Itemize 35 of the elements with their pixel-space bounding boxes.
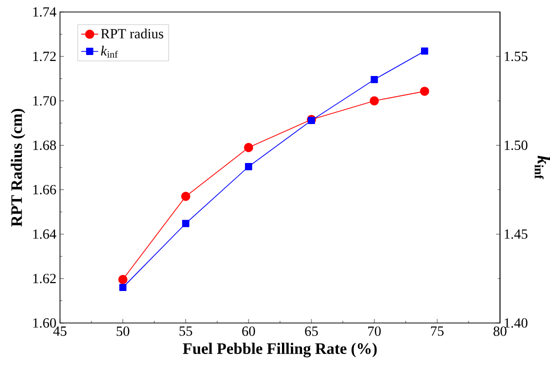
x-tick-label: 65: [305, 326, 318, 336]
y-tick-label: 1.74: [33, 7, 56, 17]
x-tick-label: 80: [494, 326, 506, 336]
point: [181, 192, 190, 201]
y-tick-label: 1.70: [33, 96, 56, 106]
y2-tick-label: 1.50: [504, 140, 528, 150]
legend-label: RPT radius: [100, 28, 164, 38]
y-tick-label: 1.60: [33, 318, 56, 328]
x-tick-label: 55: [180, 326, 192, 336]
y-tick-label: 1.64: [33, 229, 56, 239]
point: [119, 284, 126, 292]
x-tick-label: 70: [368, 326, 381, 336]
x-tick-label: 60: [242, 326, 256, 336]
x-tick-label: 45: [53, 326, 66, 336]
x-tick-label: 50: [116, 326, 130, 336]
x-axis-title: Fuel Pebble Filling Rate (%): [182, 342, 377, 358]
y2-tick-label: 1.40: [504, 318, 528, 328]
point: [370, 96, 379, 106]
point: [244, 163, 252, 170]
point: [420, 48, 428, 55]
y2-tick-label: 1.45: [504, 229, 528, 239]
x-tick-label: 75: [431, 326, 444, 336]
y-tick-label: 1.66: [33, 185, 56, 194]
y-axis-title: RPT Radius (cm): [10, 108, 26, 227]
point: [244, 142, 254, 152]
y2-tick-label: 1.55: [504, 52, 528, 62]
legend-label: k$_{inf}$: [100, 46, 118, 58]
point: [420, 86, 430, 96]
y2-axis-title: k$_{inf}$: [534, 156, 550, 180]
y-tick-label: 1.68: [33, 140, 56, 150]
y-tick-label: 1.72: [33, 52, 56, 62]
y-tick-label: 1.62: [33, 274, 56, 284]
point: [118, 274, 128, 284]
point: [182, 220, 190, 228]
point: [370, 76, 378, 84]
